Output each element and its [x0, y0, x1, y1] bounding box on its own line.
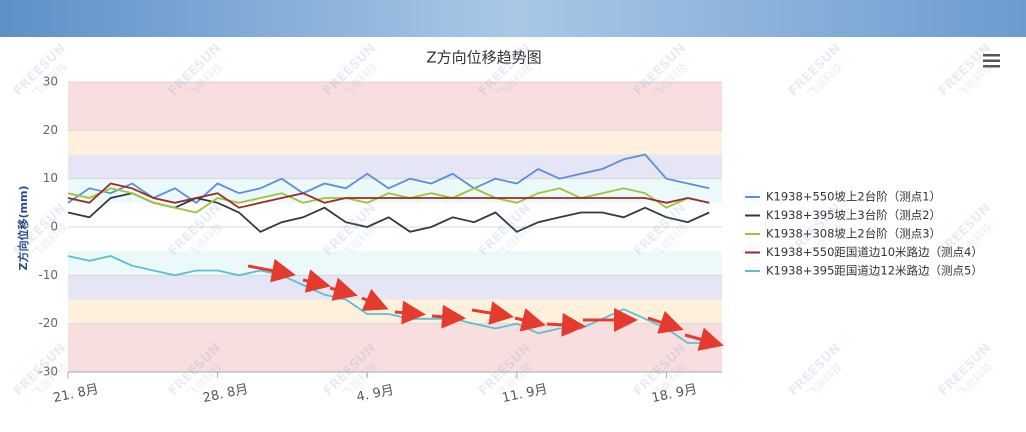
legend-label[interactable]: K1938+550坡上2台阶（测点1） — [766, 190, 941, 204]
annotation-arrows — [247, 258, 724, 351]
y-tick-label: 30 — [43, 75, 58, 89]
menu-button[interactable] — [983, 54, 1000, 68]
series-line — [67, 153, 710, 204]
plot-band — [68, 154, 722, 179]
plot-band — [68, 178, 722, 203]
y-tick-label: 0 — [50, 220, 58, 234]
plot-band — [68, 323, 722, 372]
plot-band — [68, 251, 722, 276]
y-tick-label: 20 — [43, 123, 58, 137]
chart-title: Z方向位移趋势图 — [426, 49, 541, 67]
plot-band — [68, 275, 722, 300]
y-tick-label: -30 — [38, 365, 58, 379]
y-tick-label: -10 — [38, 268, 58, 282]
y-tick-label: 10 — [43, 171, 58, 185]
series-line — [67, 187, 710, 214]
legend-label[interactable]: K1938+395坡上3台阶（测点2） — [766, 208, 941, 222]
y-tick-label: -20 — [38, 316, 58, 330]
legend-label[interactable]: K1938+550距国道边10米路边（测点4） — [766, 245, 983, 259]
series-line — [67, 182, 710, 209]
legend-label[interactable]: K1938+308坡上2台阶（测点3） — [766, 227, 941, 241]
legend-label[interactable]: K1938+395距国道边12米路边（测点5） — [766, 264, 983, 278]
plot-band — [68, 130, 722, 155]
sky-background — [0, 0, 1026, 40]
plot-band — [68, 82, 722, 131]
y-axis-label: Z方向位移(mm) — [16, 186, 30, 271]
